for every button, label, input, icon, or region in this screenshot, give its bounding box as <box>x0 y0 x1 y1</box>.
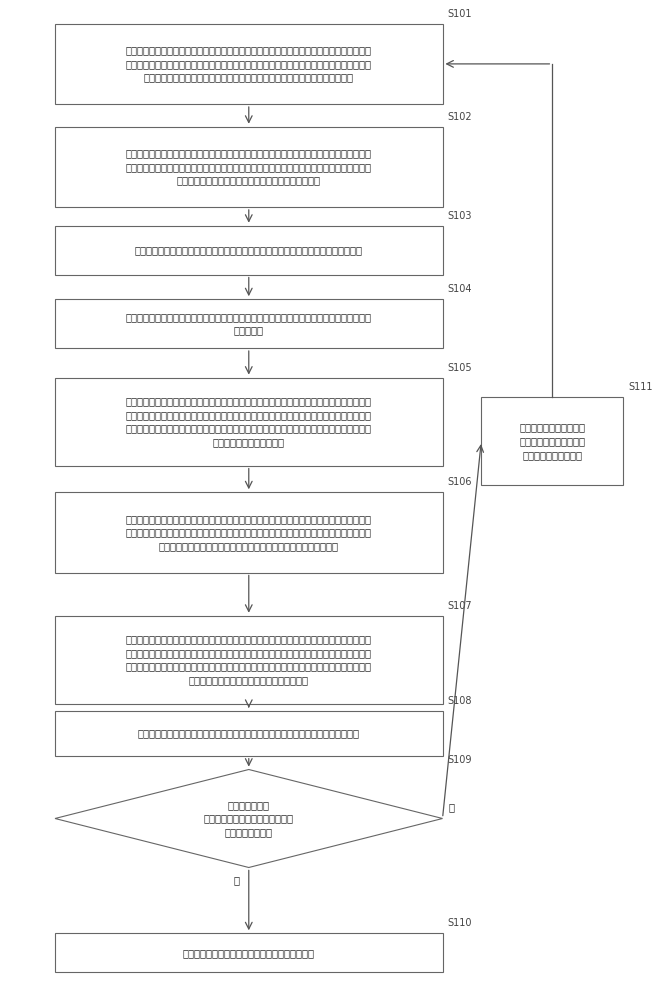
Polygon shape <box>55 770 443 867</box>
FancyBboxPatch shape <box>55 299 443 348</box>
FancyBboxPatch shape <box>55 127 443 207</box>
Text: S102: S102 <box>447 112 473 122</box>
FancyBboxPatch shape <box>55 378 443 466</box>
Text: S108: S108 <box>447 696 473 706</box>
Text: 获取井控地质储量初始值、每个时刻的累积产气量、初始时刻的地层压力、初始时刻的地层压
力的偏差因子、初始时刻的地层压力下的气体粘度、初始时刻的地层压力下的气体压缩: 获取井控地质储量初始值、每个时刻的累积产气量、初始时刻的地层压力、初始时刻的地层… <box>126 45 372 83</box>
Text: S106: S106 <box>447 477 473 487</box>
FancyBboxPatch shape <box>55 711 443 756</box>
FancyBboxPatch shape <box>55 616 443 704</box>
Text: 根据每个时刻的规整化产量计算每个时刻的规整化产量积分平均值和每个时刻的规整化产量积
分平均导数: 根据每个时刻的规整化产量计算每个时刻的规整化产量积分平均值和每个时刻的规整化产量… <box>126 312 372 335</box>
Text: 令井控地质储量与井控地
质储量初始值的平均值替
代井控地质储量初始值: 令井控地质储量与井控地 质储量初始值的平均值替 代井控地质储量初始值 <box>519 423 585 460</box>
Text: 根据井控地质储量预测水力压裂对地层的改造效果: 根据井控地质储量预测水力压裂对地层的改造效果 <box>183 948 315 958</box>
FancyBboxPatch shape <box>55 933 443 972</box>
Text: 根据初始时刻的地层压力、井底压力和每个时刻的气井产量计算每个时刻的规整化产量: 根据初始时刻的地层压力、井底压力和每个时刻的气井产量计算每个时刻的规整化产量 <box>135 245 362 255</box>
Text: 同时移动多个坐标点以分别与预设的多组曲线进行拟合；坐标点包括规整化产量坐标点、规整
化产量积分平均值坐标点和规整化产量积分平均导数坐标点；每组关系曲线均包括：无: 同时移动多个坐标点以分别与预设的多组曲线进行拟合；坐标点包括规整化产量坐标点、规… <box>126 514 372 551</box>
Text: 根据初始时刻的地层压力下的气体压缩系数、横向距离和纵向距离计算井控地质储量: 根据初始时刻的地层压力下的气体压缩系数、横向距离和纵向距离计算井控地质储量 <box>138 728 360 738</box>
Text: S104: S104 <box>447 284 473 294</box>
Text: 井控地质储量与
井控地质储量初始值的差的绝对值
是否小于预设精度: 井控地质储量与 井控地质储量初始值的差的绝对值 是否小于预设精度 <box>204 800 294 837</box>
Text: S107: S107 <box>447 601 473 611</box>
Text: S101: S101 <box>447 9 473 19</box>
Text: 否: 否 <box>449 803 455 813</box>
FancyBboxPatch shape <box>55 24 443 104</box>
Text: S105: S105 <box>447 363 473 373</box>
Text: S110: S110 <box>447 918 473 928</box>
Text: S103: S103 <box>447 211 473 221</box>
Text: 是: 是 <box>233 875 239 885</box>
FancyBboxPatch shape <box>481 397 623 485</box>
Text: 根据每个时刻的规整化产量与每个时刻的物质平衡拟时间生成多个规整化产量坐标点，根据每
个时刻的规整化产量积分平均值与每个时刻的物质平衡拟时间生成多个规整化产量积分: 根据每个时刻的规整化产量与每个时刻的物质平衡拟时间生成多个规整化产量坐标点，根据… <box>126 396 372 447</box>
Text: S111: S111 <box>629 382 653 392</box>
Text: S109: S109 <box>447 755 473 765</box>
Text: 当大于第一预设数量的规整化产量坐标点拟合至其中一组无量纲产量曲线，大于第二预设数量
的规整化产量积分平均值坐标点拟合至该组无量纲产量积分平均值曲线，以及大于第三: 当大于第一预设数量的规整化产量坐标点拟合至其中一组无量纲产量曲线，大于第二预设数… <box>126 634 372 685</box>
FancyBboxPatch shape <box>55 226 443 275</box>
Text: 根据井控地质储量初始值、每个时刻的累积产气量、初始时刻的地层压力、初始时刻的地层压
力的偏差因子、初始时刻的地层压力下的气体粘度、初始时刻的地层压力下的气体压缩: 根据井控地质储量初始值、每个时刻的累积产气量、初始时刻的地层压力、初始时刻的地层… <box>126 148 372 185</box>
FancyBboxPatch shape <box>55 492 443 573</box>
